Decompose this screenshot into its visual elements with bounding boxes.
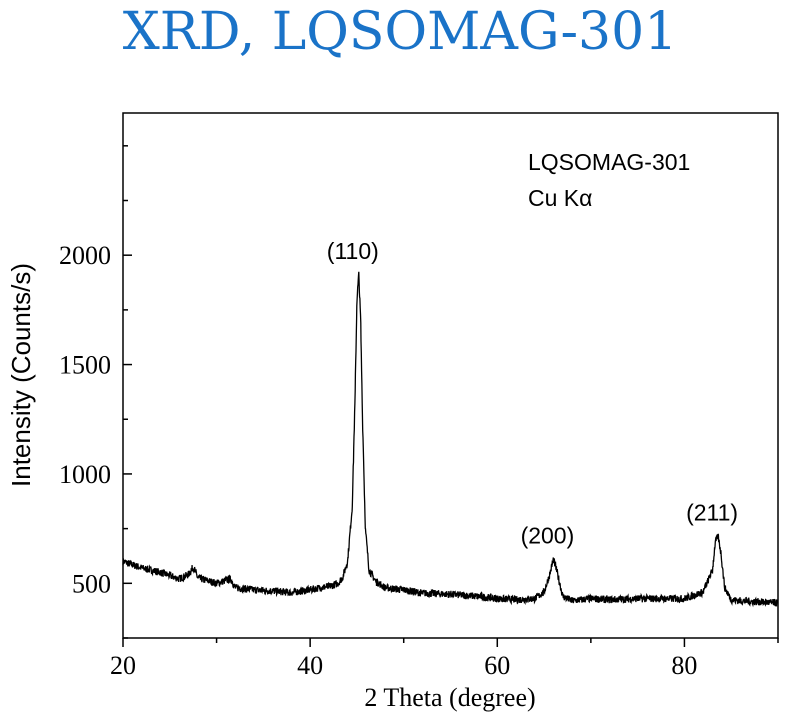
y-tick-label: 500 [72, 569, 111, 598]
peak-labels: (110) (200) (211) [327, 238, 738, 548]
y-tick-label: 1000 [59, 460, 111, 489]
peak-label: (110) [327, 238, 379, 264]
page-title: XRD, LQSOMAG-301 [122, 2, 678, 62]
peak-label: (200) [521, 522, 575, 548]
peak-label: (211) [686, 499, 738, 525]
sample-annotation: LQSOMAG-301 [528, 149, 690, 175]
tick-labels: 20 40 60 80 500 1000 1500 2000 [59, 241, 697, 680]
plot-frame [122, 112, 779, 639]
x-tick-label: 80 [671, 651, 697, 680]
y-tick-label: 2000 [59, 241, 111, 270]
radiation-annotation: Cu Kα [528, 185, 592, 211]
x-tick-label: 20 [110, 651, 136, 680]
y-axis-title: Intensity (Counts/s) [6, 263, 36, 487]
y-tick-label: 1500 [59, 351, 111, 380]
x-axis-title: 2 Theta (degree) [364, 683, 535, 712]
axis-ticks [122, 145, 779, 647]
x-tick-label: 40 [297, 651, 323, 680]
xrd-trace [122, 271, 779, 608]
x-tick-label: 60 [484, 651, 510, 680]
